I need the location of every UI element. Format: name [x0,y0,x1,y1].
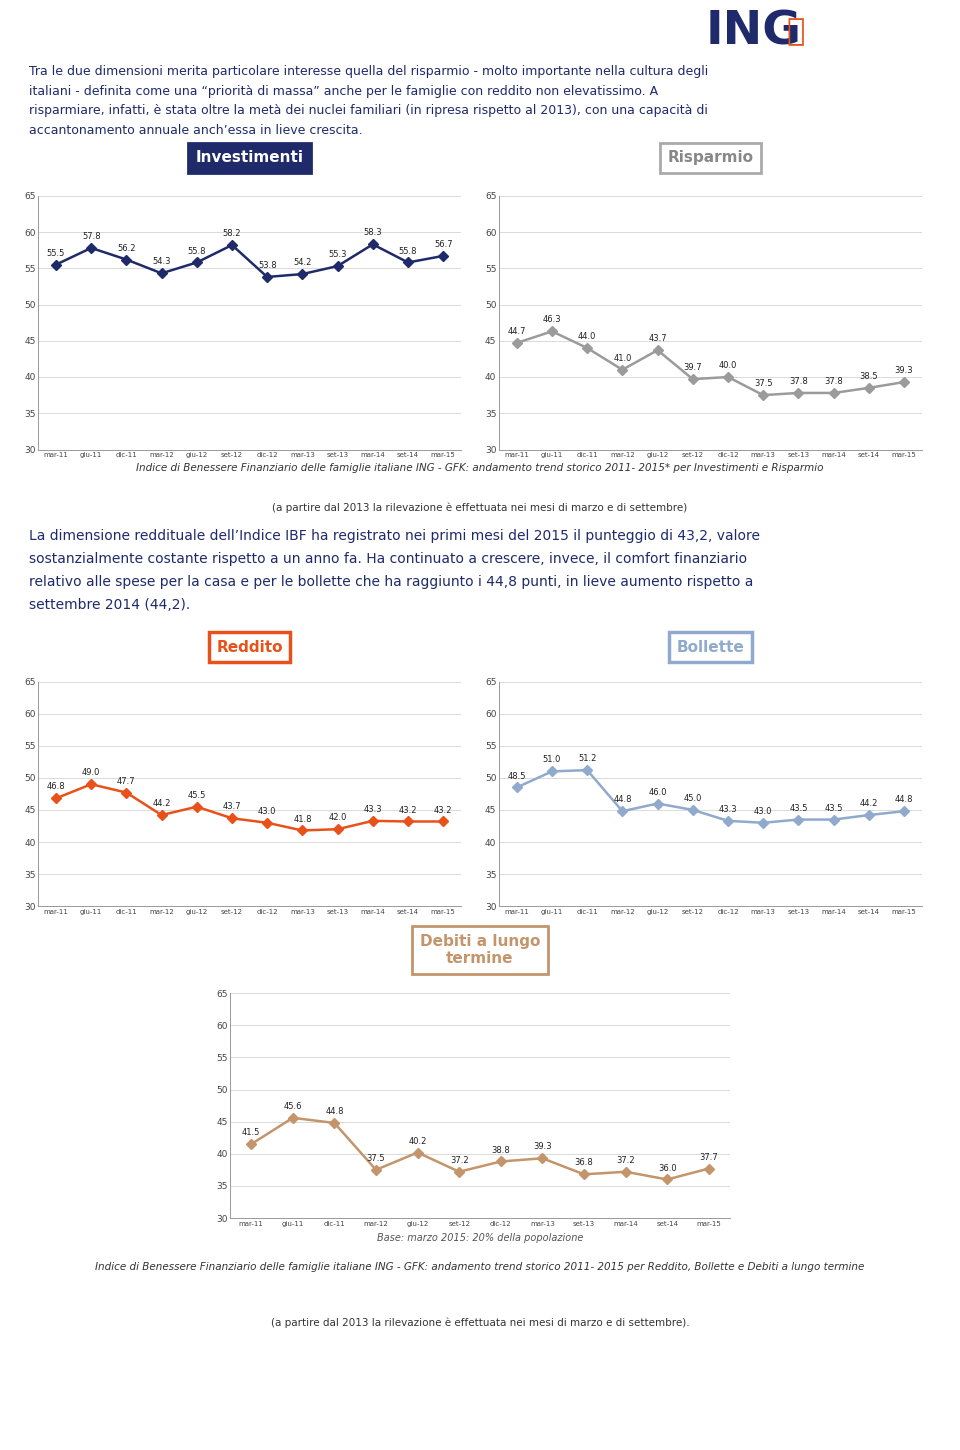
Text: 39.7: 39.7 [684,364,702,373]
Text: 47.7: 47.7 [117,777,135,786]
Text: 41.5: 41.5 [242,1128,260,1137]
Text: 53.8: 53.8 [258,261,276,270]
Text: 45.5: 45.5 [187,790,206,800]
Text: 54.3: 54.3 [153,258,171,267]
Text: 44.0: 44.0 [578,332,596,341]
Text: 46.0: 46.0 [648,787,667,796]
Text: Bollette: Bollette [677,639,744,654]
Text: 57.8: 57.8 [82,232,101,241]
Text: 55.8: 55.8 [187,247,206,255]
Text: 51.0: 51.0 [542,755,562,764]
Text: 37.2: 37.2 [450,1156,468,1164]
Text: Risparmio: Risparmio [667,151,754,165]
Text: 55.3: 55.3 [328,251,347,260]
Text: 43.5: 43.5 [789,803,807,812]
Text: 38.8: 38.8 [492,1146,510,1154]
Text: 39.3: 39.3 [895,367,913,376]
Text: ING: ING [706,9,802,55]
Text: 43.2: 43.2 [398,806,418,815]
Text: 39.3: 39.3 [533,1143,552,1151]
Text: Base: marzo 2015: 20% della popolazione: Base: marzo 2015: 20% della popolazione [377,1234,583,1243]
Text: 44.8: 44.8 [895,795,913,805]
Text: 36.8: 36.8 [575,1159,593,1167]
Text: 41.0: 41.0 [613,354,632,362]
Text: 37.8: 37.8 [825,377,843,386]
Text: 46.8: 46.8 [47,783,65,792]
Text: 44.2: 44.2 [859,799,878,808]
Text: 51.2: 51.2 [578,754,596,763]
Text: 37.5: 37.5 [367,1154,385,1163]
Text: 37.8: 37.8 [789,377,807,386]
Text: 44.8: 44.8 [325,1106,344,1116]
Text: (a partire dal 2013 la rilevazione è effettuata nei mesi di marzo e di settembre: (a partire dal 2013 la rilevazione è eff… [273,503,687,513]
Text: 43.7: 43.7 [648,335,667,344]
Text: 43.7: 43.7 [223,802,241,812]
Text: 49.0: 49.0 [82,768,101,777]
Text: 58.2: 58.2 [223,229,241,238]
Text: 44.2: 44.2 [153,799,171,808]
Text: 37.7: 37.7 [700,1153,718,1161]
Text: 41.8: 41.8 [293,815,312,824]
Text: 55.8: 55.8 [398,247,418,255]
Text: 43.3: 43.3 [719,805,737,813]
Text: 56.2: 56.2 [117,244,135,252]
Text: 44.7: 44.7 [508,328,526,336]
Text: 43.3: 43.3 [364,805,382,813]
Text: Indice di Benessere Finanziario delle famiglie italiane ING - GFK: andamento tre: Indice di Benessere Finanziario delle fa… [95,1262,865,1272]
Text: La dimensione reddituale dell’Indice IBF ha registrato nei primi mesi del 2015 i: La dimensione reddituale dell’Indice IBF… [29,529,759,612]
Text: Investimenti: Investimenti [196,151,303,165]
Text: 40.0: 40.0 [719,361,737,370]
Text: 🦁: 🦁 [786,17,805,46]
Text: 37.5: 37.5 [754,380,773,389]
Text: 45.6: 45.6 [283,1102,302,1111]
Text: Reddito: Reddito [216,639,283,654]
Text: (a partire dal 2013 la rilevazione è effettuata nei mesi di marzo e di settembre: (a partire dal 2013 la rilevazione è eff… [271,1317,689,1328]
Text: Debiti a lungo
termine: Debiti a lungo termine [420,934,540,966]
Text: 40.2: 40.2 [408,1137,427,1146]
Text: 56.7: 56.7 [434,241,452,249]
Text: 37.2: 37.2 [616,1156,635,1164]
Text: 55.5: 55.5 [47,249,65,258]
Text: 48.5: 48.5 [508,771,526,780]
Text: 42.0: 42.0 [328,813,347,822]
Text: 43.0: 43.0 [754,806,773,816]
Text: 45.0: 45.0 [684,795,702,803]
Text: 43.0: 43.0 [258,806,276,816]
Text: 43.5: 43.5 [825,803,843,812]
Text: 38.5: 38.5 [859,373,878,381]
Text: Tra le due dimensioni merita particolare interesse quella del risparmio - molto : Tra le due dimensioni merita particolare… [29,65,708,136]
Text: 58.3: 58.3 [364,229,382,238]
Text: 44.8: 44.8 [613,795,632,805]
Text: 36.0: 36.0 [658,1163,677,1173]
Text: 46.3: 46.3 [542,316,562,325]
Text: 43.2: 43.2 [434,806,452,815]
Text: 54.2: 54.2 [293,258,312,267]
Text: Indice di Benessere Finanziario delle famiglie italiane ING - GFK: andamento tre: Indice di Benessere Finanziario delle fa… [136,464,824,473]
